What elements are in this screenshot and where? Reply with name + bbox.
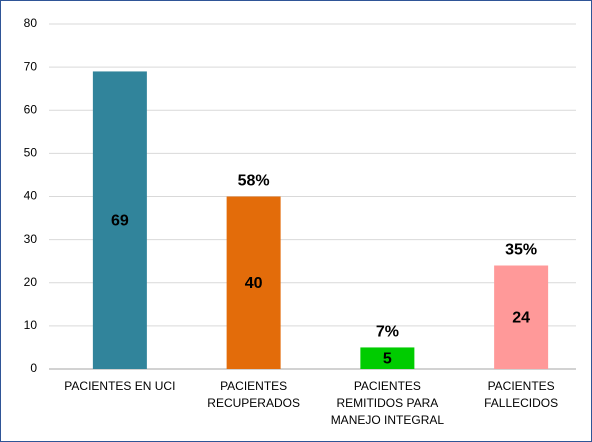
y-tick-label: 50 <box>24 146 38 160</box>
value-label: 69 <box>111 212 129 229</box>
percent-label: 58% <box>238 173 270 190</box>
y-tick-label: 60 <box>24 102 38 116</box>
bar <box>360 347 415 369</box>
y-tick-label: 40 <box>24 189 38 203</box>
value-label: 5 <box>383 350 392 367</box>
x-tick-label: PACIENTES RECUPERADOS <box>207 379 300 410</box>
y-tick-label: 20 <box>24 275 38 289</box>
x-tick-label: PACIENTES FALLECIDOS <box>484 379 559 410</box>
bar <box>92 71 147 369</box>
y-tick-label: 0 <box>30 361 37 375</box>
bar <box>494 265 549 369</box>
percent-label: 7% <box>376 324 399 341</box>
y-tick-label: 70 <box>24 59 38 73</box>
percent-label: 35% <box>505 242 537 259</box>
value-label: 24 <box>512 309 530 326</box>
y-tick-label: 10 <box>24 318 38 332</box>
bar <box>226 196 281 369</box>
y-tick-label: 30 <box>24 232 38 246</box>
y-tick-label: 80 <box>24 16 38 30</box>
value-label: 40 <box>245 275 263 292</box>
x-tick-label: PACIENTES REMITIDOS PARA MANEJO INTEGRAL <box>330 379 445 427</box>
x-tick-label: PACIENTES EN UCI <box>64 379 176 393</box>
